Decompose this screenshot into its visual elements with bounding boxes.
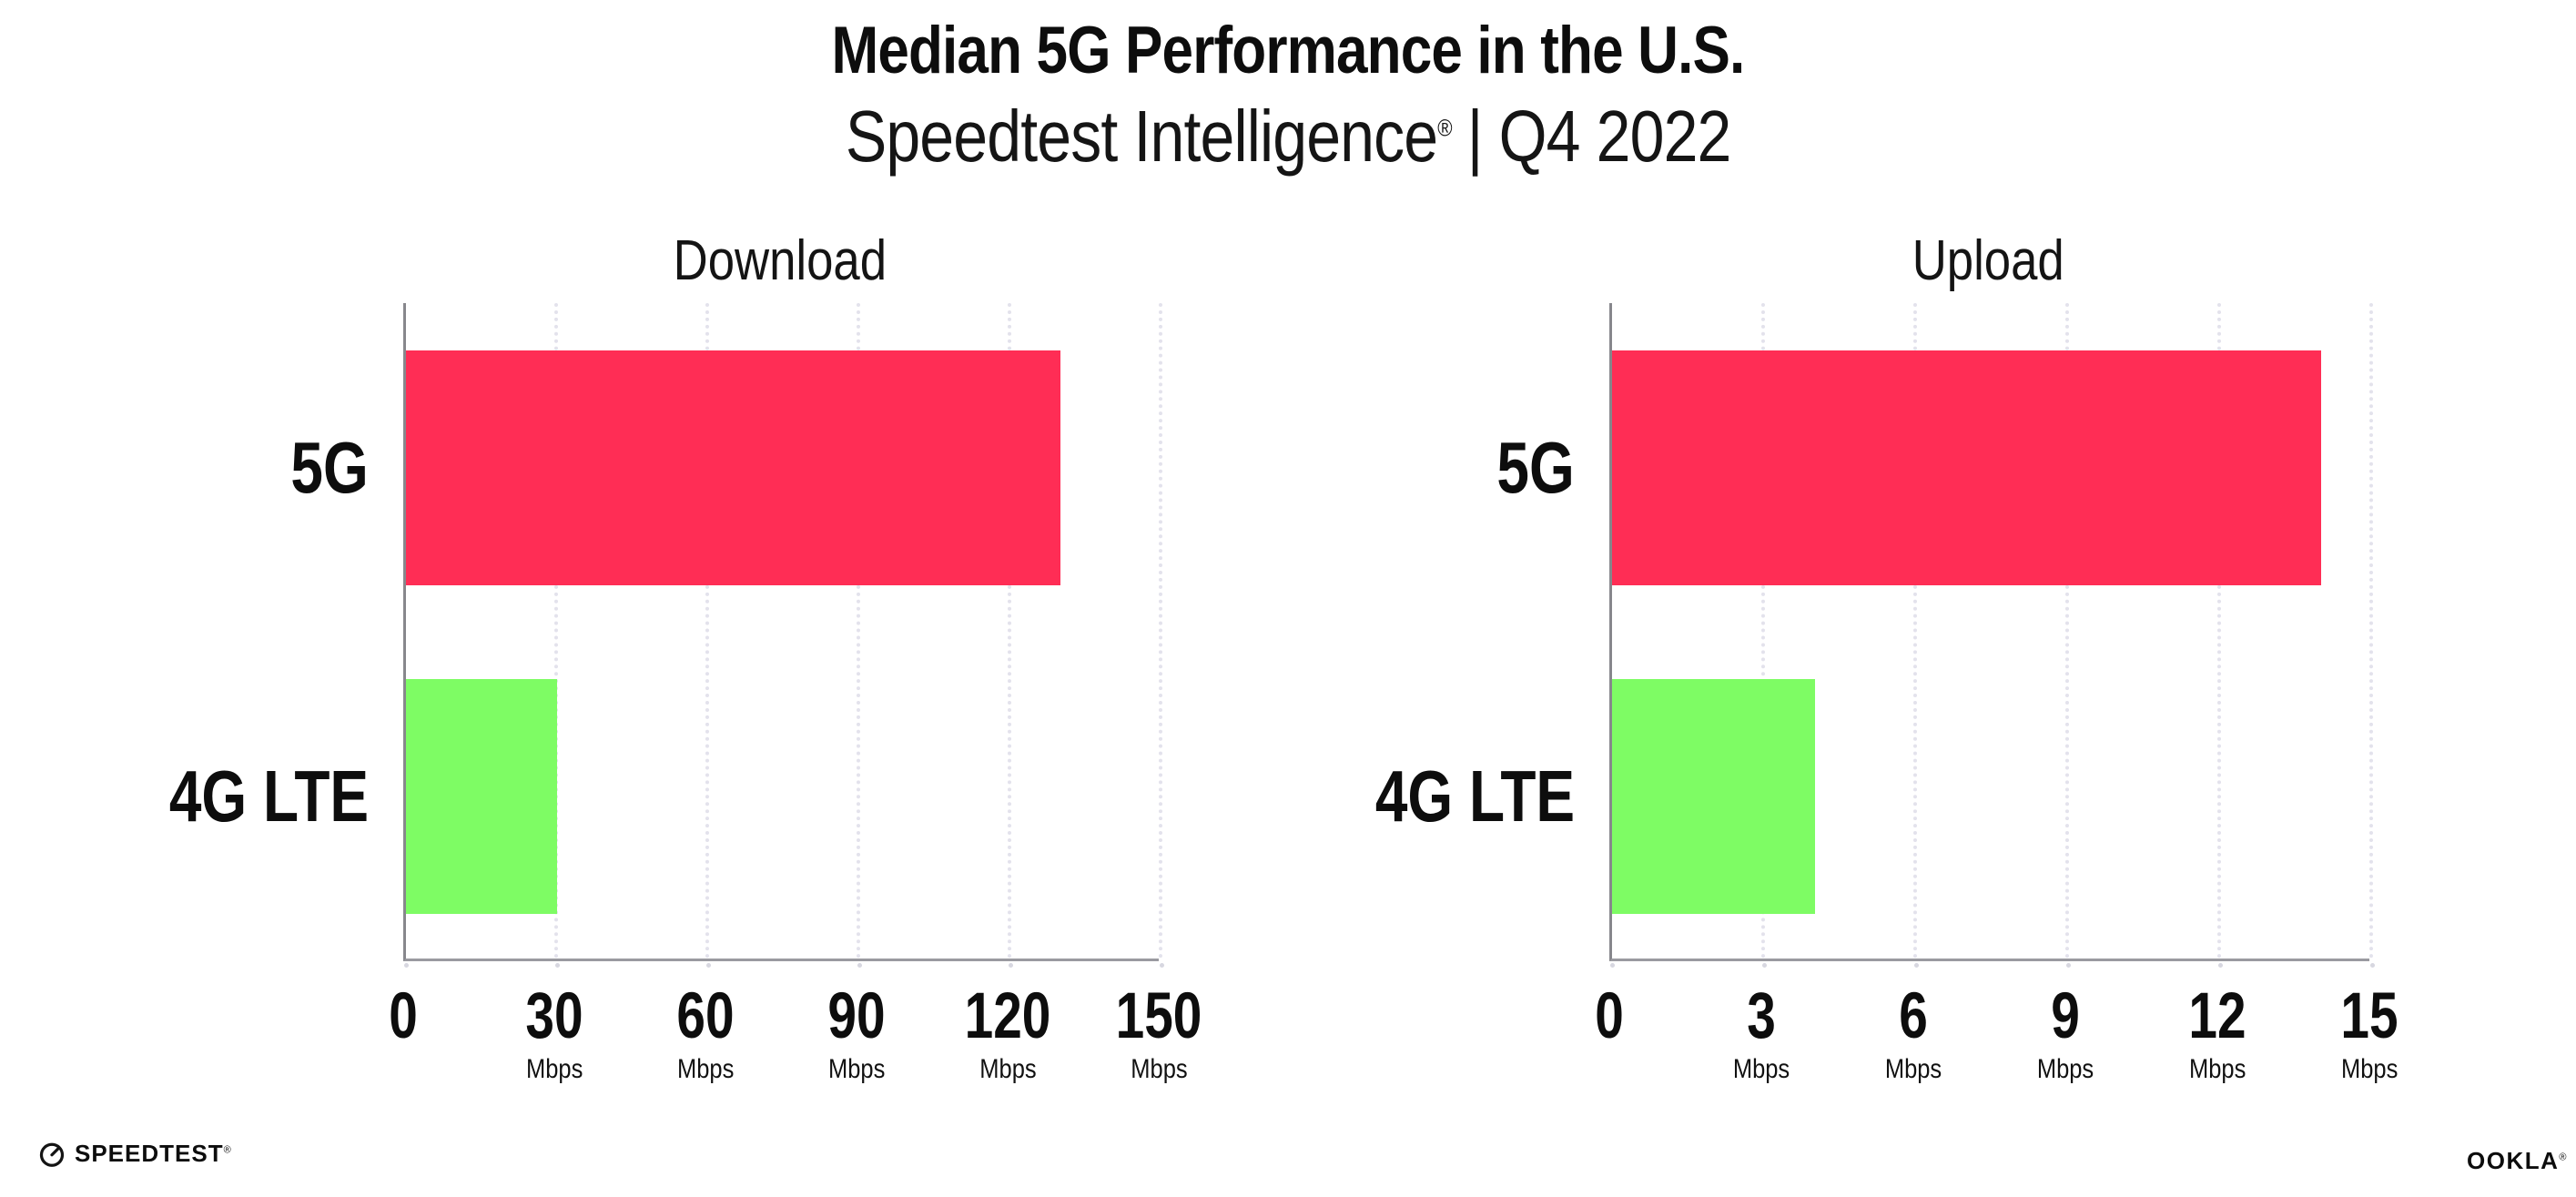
chart-upload: Upload 5G 4G LTE 0 3 Mbps 6 Mbps 9 Mbps 12 Mbps 15…	[1309, 218, 2399, 1120]
category-label-5g: 5G	[290, 427, 369, 508]
gridline-15	[2369, 303, 2373, 959]
x-tick-unit: Mbps	[1130, 1054, 1188, 1084]
x-tick-value: 30	[525, 980, 583, 1052]
x-tick-value: 3	[1747, 980, 1776, 1052]
x-tick-value: 120	[964, 980, 1051, 1052]
x-tick-unit: Mbps	[2036, 1054, 2094, 1084]
x-tick-label-0: 0	[385, 959, 421, 1050]
x-tick-value: 150	[1115, 980, 1202, 1052]
speedtest-gauge-icon	[39, 1142, 65, 1167]
x-axis-labels: 0 30 Mbps 60 Mbps 90 Mbps 120 Mbps 150 Mbps	[389, 959, 1202, 1113]
bar-5g	[406, 350, 1060, 585]
ookla-wordmark: OOKLA	[2467, 1147, 2560, 1174]
registered-trademark-icon: ®	[223, 1144, 232, 1156]
speedtest-logo: SPEEDTEST®	[38, 1140, 232, 1168]
x-tick-label-60: 60 Mbps	[670, 959, 742, 1085]
x-tick-unit: Mbps	[2340, 1054, 2399, 1084]
bar-4g-lte	[1612, 679, 1815, 914]
x-tick-value: 12	[2188, 980, 2246, 1052]
x-tick-label-150: 150 Mbps	[1105, 959, 1212, 1085]
axis-tick	[1160, 963, 1164, 968]
x-tick-label-120: 120 Mbps	[954, 959, 1061, 1085]
gridline-30	[554, 303, 558, 959]
x-tick-value: 9	[2051, 980, 2080, 1052]
x-tick-value: 0	[1595, 980, 1624, 1052]
gridline-12	[2217, 303, 2221, 959]
axis-tick	[2218, 963, 2223, 968]
x-tick-label-6: 6 Mbps	[1880, 959, 1946, 1085]
x-tick-value: 60	[676, 980, 735, 1052]
chart-download: Download 5G 4G LTE 0 30 Mbps 60 Mbps 90 Mbps 120…	[103, 218, 1202, 1120]
axis-tick	[2370, 963, 2375, 968]
x-tick-label-0: 0	[1591, 959, 1628, 1050]
axis-tick	[1610, 963, 1615, 968]
x-tick-label-3: 3 Mbps	[1728, 959, 1794, 1085]
x-tick-label-90: 90 Mbps	[821, 959, 893, 1085]
x-tick-label-15: 15 Mbps	[2334, 959, 2406, 1085]
axis-tick	[857, 963, 862, 968]
x-tick-label-12: 12 Mbps	[2182, 959, 2254, 1085]
axis-tick	[1762, 963, 1767, 968]
gridline-3	[1761, 303, 1765, 959]
category-label-4g-lte: 4G LTE	[1374, 756, 1575, 837]
x-tick-unit: Mbps	[979, 1054, 1037, 1084]
registered-trademark-icon: ®	[1437, 114, 1452, 142]
subtitle-period: | Q4 2022	[1466, 96, 1732, 177]
page-title: Median 5G Performance in the U.S.	[831, 14, 1746, 87]
gridline-6	[1913, 303, 1917, 959]
axis-tick	[1009, 963, 1013, 968]
chart-title-download: Download	[673, 229, 887, 292]
speedtest-wordmark: SPEEDTEST®	[75, 1140, 232, 1167]
x-tick-value: 0	[389, 980, 418, 1052]
gridline-150	[1159, 303, 1162, 959]
category-axis-labels: 5G 4G LTE	[103, 303, 369, 959]
x-tick-value: 6	[1899, 980, 1928, 1052]
x-tick-unit: Mbps	[827, 1054, 886, 1084]
x-axis-labels: 0 3 Mbps 6 Mbps 9 Mbps 12 Mbps 15 Mbps	[1595, 959, 2398, 1113]
header: Median 5G Performance in the U.S.	[0, 13, 2576, 88]
gridline-120	[1008, 303, 1011, 959]
chart-title-upload: Upload	[1912, 229, 2064, 292]
axis-tick	[555, 963, 560, 968]
ookla-logo: OOKLA®	[2467, 1147, 2568, 1175]
category-label-4g-lte: 4G LTE	[168, 756, 369, 837]
x-tick-value: 90	[827, 980, 886, 1052]
x-tick-unit: Mbps	[1732, 1054, 1790, 1084]
x-tick-unit: Mbps	[1884, 1054, 1942, 1084]
gridline-90	[857, 303, 860, 959]
registered-trademark-icon: ®	[2559, 1151, 2568, 1163]
axis-tick	[2066, 963, 2071, 968]
plot-area	[1609, 303, 2375, 968]
x-tick-unit: Mbps	[676, 1054, 735, 1084]
bar-4g-lte	[406, 679, 557, 914]
x-tick-label-9: 9 Mbps	[2032, 959, 2098, 1085]
category-axis-labels: 5G 4G LTE	[1309, 303, 1575, 959]
subtitle-brand: Speedtest Intelligence	[845, 96, 1438, 177]
plot-area	[403, 303, 1164, 968]
x-tick-unit: Mbps	[525, 1054, 583, 1084]
x-tick-label-30: 30 Mbps	[519, 959, 591, 1085]
gridline-60	[705, 303, 709, 959]
bar-5g	[1612, 350, 2321, 585]
axis-tick	[706, 963, 711, 968]
x-tick-unit: Mbps	[2188, 1054, 2246, 1084]
category-label-5g: 5G	[1496, 427, 1575, 508]
page-subtitle: Speedtest Intelligence® | Q4 2022	[0, 95, 2576, 178]
x-tick-value: 15	[2340, 980, 2399, 1052]
axis-tick	[1914, 963, 1919, 968]
axis-tick	[404, 963, 409, 968]
gridline-9	[2065, 303, 2069, 959]
